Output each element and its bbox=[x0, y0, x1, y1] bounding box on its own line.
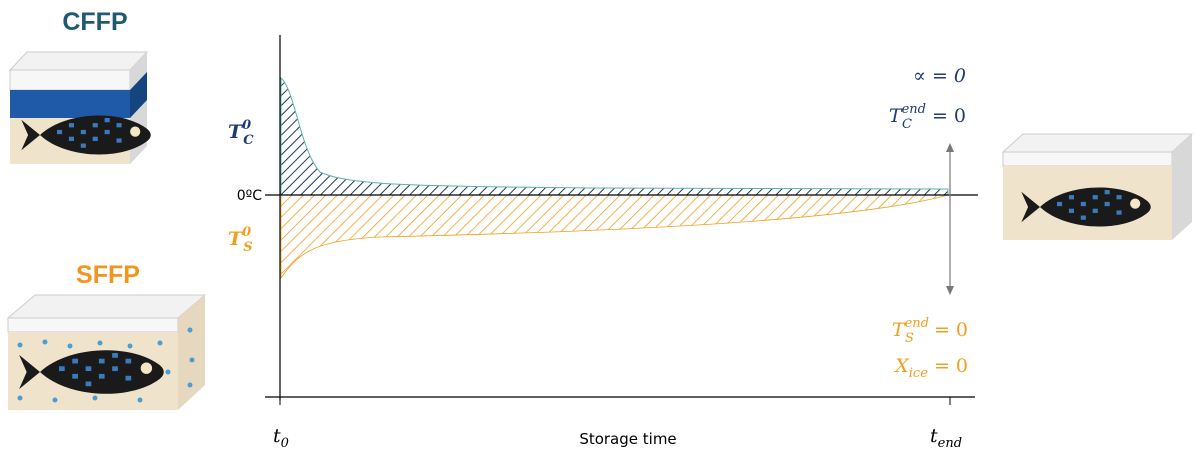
rest: = 0 bbox=[928, 355, 968, 377]
t0-label: t0 bbox=[273, 425, 289, 451]
sub: C bbox=[902, 117, 912, 132]
tsend-label: Tend S = 0 bbox=[892, 316, 968, 346]
rest: = 0 bbox=[926, 105, 966, 127]
sup: 0 bbox=[242, 225, 251, 240]
cffp-title: CFFP bbox=[62, 8, 127, 36]
sub: end bbox=[938, 436, 962, 451]
xice-label: Xice = 0 bbox=[893, 355, 968, 381]
cffp-area bbox=[280, 76, 949, 196]
alpha-label: ∝ = 0 bbox=[913, 65, 966, 87]
base: T bbox=[892, 319, 906, 341]
rest: = 0 bbox=[928, 319, 968, 341]
sup: 0 bbox=[242, 118, 251, 133]
base: T bbox=[228, 228, 244, 250]
x-axis-label: Storage time bbox=[579, 430, 676, 448]
base: t bbox=[930, 425, 938, 447]
tc0-label: T0 C bbox=[228, 118, 254, 148]
sub: S bbox=[243, 240, 252, 255]
tcend-label: Tend C = 0 bbox=[889, 102, 966, 132]
sffp-title: SFFP bbox=[76, 261, 140, 289]
sffp-box bbox=[6, 294, 207, 410]
base: T bbox=[889, 105, 903, 127]
sup: end bbox=[902, 102, 926, 117]
tend-label: tend bbox=[930, 425, 962, 451]
base: t bbox=[273, 425, 281, 447]
ts0-label: T0 S bbox=[228, 225, 253, 255]
base: X bbox=[893, 355, 910, 377]
base: T bbox=[228, 121, 244, 143]
sffp-area bbox=[280, 194, 949, 280]
final-box bbox=[1001, 133, 1194, 240]
sub: ice bbox=[909, 366, 928, 381]
double-arrow bbox=[946, 143, 954, 295]
zero-label: 0ºC bbox=[237, 188, 263, 204]
sub: 0 bbox=[281, 436, 289, 451]
sub: S bbox=[905, 331, 914, 346]
sup: end bbox=[905, 316, 929, 331]
sub: C bbox=[243, 133, 254, 148]
cffp-box bbox=[8, 51, 151, 164]
